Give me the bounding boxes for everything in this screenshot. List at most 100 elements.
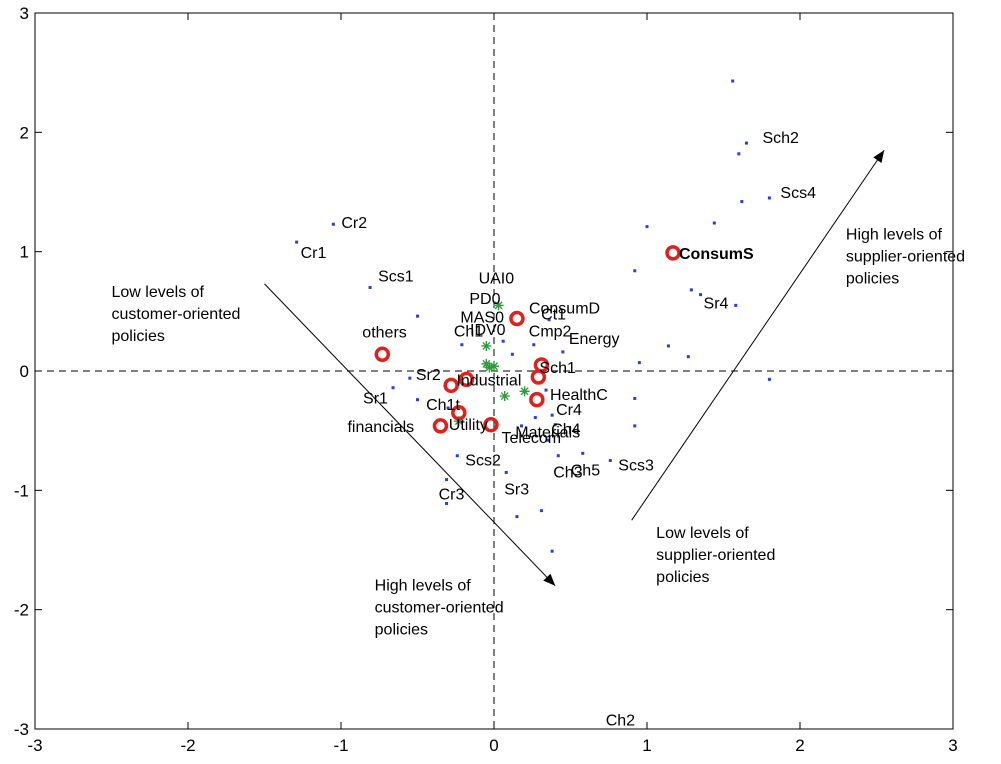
point-label: Sr3	[504, 481, 529, 498]
annotation-text: Low levels of supplier-oriented policies	[656, 525, 775, 586]
y-tick-label: -1	[14, 481, 29, 500]
annotation-line: supplier-oriented	[656, 547, 775, 564]
blue-dot-point	[550, 549, 554, 553]
blue-dot-point	[767, 377, 771, 381]
point-label: Scs4	[780, 185, 816, 202]
point-label: Sch2	[762, 130, 799, 147]
y-tick-label: 1	[20, 243, 29, 262]
red-circle-point	[529, 391, 545, 408]
blue-dot-point	[633, 269, 637, 273]
x-tick-label: -2	[180, 736, 195, 755]
y-tick-label: -3	[14, 720, 29, 739]
point-label: Ch2	[606, 712, 635, 729]
green-star-point	[499, 391, 510, 402]
green-star-point	[519, 386, 530, 397]
arrow-head	[543, 573, 556, 586]
blue-dot-point	[446, 406, 450, 410]
blue-dot-point	[553, 423, 557, 427]
blue-dot-point	[368, 285, 372, 289]
blue-dot-point	[561, 350, 565, 354]
point-label: Cr1	[301, 245, 327, 262]
point-label: Utility	[449, 417, 488, 434]
y-tick-label: 0	[20, 362, 29, 381]
point-label: HealthC	[550, 387, 608, 404]
y-tick-label: 3	[20, 4, 29, 23]
point-label: financials	[347, 419, 414, 436]
blue-dot-point	[633, 396, 637, 400]
annotation-text: High levels of customer-oriented policies	[375, 578, 504, 639]
point-label: Materials	[515, 425, 580, 442]
arrow-line	[631, 149, 885, 521]
x-tick-label: 0	[489, 736, 498, 755]
star-stroke	[520, 387, 529, 396]
point-label: Scs1	[378, 268, 414, 285]
point-label: Energy	[569, 331, 620, 348]
star-stroke	[482, 341, 491, 350]
point-label: Cr3	[439, 487, 465, 504]
star-stroke	[494, 301, 503, 310]
arrow-head	[873, 150, 885, 163]
point-label: Sr2	[416, 367, 441, 384]
point-label: others	[362, 324, 406, 341]
annotation-line: supplier-oriented	[846, 249, 965, 266]
annotation-line: policies	[375, 622, 428, 639]
red-circle-point	[509, 310, 525, 327]
blue-dot-point	[391, 386, 395, 390]
red-circle-point	[432, 418, 449, 434]
red-circle-point	[483, 416, 499, 433]
blue-dot-point	[533, 416, 537, 420]
blue-dot-point	[504, 470, 508, 474]
blue-dot-point	[689, 288, 693, 292]
red-circle-point	[374, 346, 391, 363]
blue-dot-point	[295, 240, 299, 244]
blue-dot-point	[608, 459, 612, 462]
red-circle-point	[458, 371, 475, 388]
blue-dot-point	[546, 438, 550, 442]
blue-dot-point	[740, 200, 744, 204]
blue-dot-point	[645, 225, 649, 229]
red-circle-point	[530, 369, 547, 385]
blue-dot-point	[556, 454, 560, 458]
star-stroke	[482, 359, 491, 368]
point-label: Sr4	[704, 296, 729, 313]
blue-dot-point	[539, 509, 543, 513]
blue-dot-point	[547, 318, 551, 322]
x-tick-label: 3	[948, 736, 957, 755]
red-circle-point	[443, 377, 459, 394]
annotation-line: customer-oriented	[375, 600, 504, 617]
blue-dot-point	[666, 344, 670, 348]
blue-dot-point	[737, 152, 741, 156]
green-star-point	[489, 361, 499, 372]
blue-dot-point	[544, 388, 548, 392]
annotation-line: policies	[846, 271, 899, 288]
y-tick-label: -2	[14, 601, 29, 620]
blue-dot-point	[445, 478, 449, 482]
red-circle-point	[451, 405, 467, 421]
point-label: PD0	[469, 291, 500, 308]
point-label: MAS0	[460, 309, 504, 326]
star-stroke	[490, 362, 498, 371]
blue-dot-point	[416, 314, 419, 318]
green-star-point	[481, 340, 492, 351]
blue-dot-point	[408, 376, 412, 380]
point-label: Sch1	[539, 360, 576, 377]
point-label: Scs3	[618, 458, 654, 475]
blue-dot-point	[515, 515, 519, 519]
point-label: Ch1	[454, 324, 483, 341]
point-label: Industrial	[456, 372, 521, 389]
point-label: Ct1	[541, 307, 566, 324]
point-label: Ch5	[571, 462, 600, 479]
green-star-point	[493, 300, 504, 311]
star-stroke	[500, 392, 509, 401]
annotations: Low levels of customer-oriented policiesHi…	[112, 227, 966, 639]
arrows	[264, 149, 885, 587]
point-label: Cr2	[341, 215, 367, 232]
arrow-line	[264, 283, 556, 587]
blue-dot-point	[581, 451, 585, 455]
blue-dot-point	[744, 141, 748, 145]
blue-dot-point	[686, 355, 690, 359]
blue-dot-point	[455, 454, 459, 458]
annotation-text: Low levels of customer-oriented policies	[112, 284, 241, 345]
